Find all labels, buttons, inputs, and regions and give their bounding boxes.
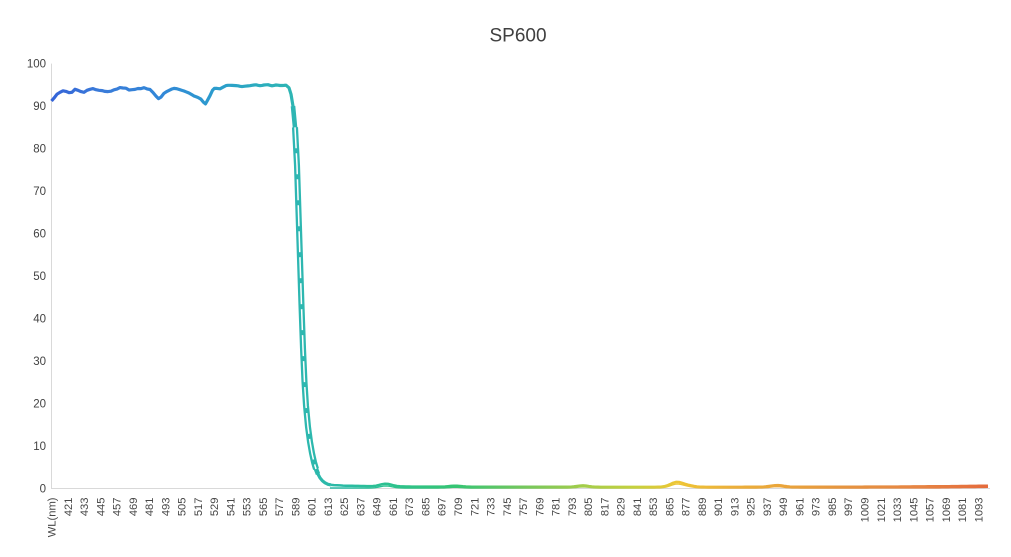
- svg-text:589: 589: [290, 498, 302, 517]
- svg-text:601: 601: [307, 498, 319, 517]
- svg-text:517: 517: [193, 498, 205, 517]
- svg-text:40: 40: [33, 313, 46, 325]
- svg-text:625: 625: [339, 498, 351, 517]
- svg-text:80: 80: [33, 144, 46, 156]
- svg-text:493: 493: [160, 498, 172, 517]
- svg-text:649: 649: [372, 498, 384, 517]
- svg-text:1057: 1057: [925, 498, 937, 523]
- svg-text:901: 901: [713, 498, 725, 517]
- svg-text:913: 913: [729, 498, 741, 517]
- svg-text:997: 997: [843, 498, 855, 517]
- svg-text:565: 565: [258, 498, 270, 517]
- svg-text:541: 541: [225, 498, 237, 517]
- svg-text:733: 733: [486, 498, 498, 517]
- svg-text:50: 50: [33, 271, 46, 283]
- svg-text:90: 90: [33, 101, 46, 113]
- svg-text:865: 865: [664, 498, 676, 517]
- svg-text:445: 445: [95, 498, 107, 517]
- svg-text:577: 577: [274, 498, 286, 517]
- svg-text:30: 30: [33, 356, 46, 368]
- svg-text:937: 937: [762, 498, 774, 517]
- svg-text:769: 769: [534, 498, 546, 517]
- svg-text:20: 20: [33, 398, 46, 410]
- svg-text:961: 961: [794, 498, 806, 517]
- svg-text:1021: 1021: [876, 498, 888, 523]
- svg-text:433: 433: [79, 498, 91, 517]
- svg-text:673: 673: [404, 498, 416, 517]
- svg-text:853: 853: [648, 498, 660, 517]
- svg-text:529: 529: [209, 498, 221, 517]
- svg-text:1069: 1069: [941, 498, 953, 523]
- svg-text:469: 469: [128, 498, 140, 517]
- svg-text:757: 757: [518, 498, 530, 517]
- svg-text:793: 793: [567, 498, 579, 517]
- svg-text:697: 697: [437, 498, 449, 517]
- svg-text:805: 805: [583, 498, 595, 517]
- svg-text:553: 553: [242, 498, 254, 517]
- svg-text:421: 421: [63, 498, 75, 517]
- svg-text:SP600: SP600: [489, 26, 546, 47]
- svg-text:973: 973: [811, 498, 823, 517]
- svg-text:889: 889: [697, 498, 709, 517]
- svg-text:829: 829: [616, 498, 628, 517]
- svg-text:100: 100: [27, 59, 46, 71]
- svg-text:613: 613: [323, 498, 335, 517]
- svg-text:481: 481: [144, 498, 156, 517]
- svg-text:709: 709: [453, 498, 465, 517]
- svg-text:70: 70: [33, 186, 46, 198]
- svg-text:1093: 1093: [973, 498, 985, 523]
- svg-text:781: 781: [551, 498, 563, 517]
- svg-text:1045: 1045: [908, 498, 920, 523]
- svg-text:685: 685: [420, 498, 432, 517]
- svg-text:877: 877: [681, 498, 693, 517]
- svg-text:985: 985: [827, 498, 839, 517]
- svg-text:457: 457: [112, 498, 124, 517]
- svg-text:1081: 1081: [957, 498, 969, 523]
- svg-text:841: 841: [632, 498, 644, 517]
- svg-text:0: 0: [40, 483, 46, 495]
- svg-text:637: 637: [355, 498, 367, 517]
- svg-text:817: 817: [599, 498, 611, 517]
- svg-text:949: 949: [778, 498, 790, 517]
- svg-text:925: 925: [746, 498, 758, 517]
- svg-text:60: 60: [33, 229, 46, 241]
- svg-text:1009: 1009: [860, 498, 872, 523]
- svg-text:1033: 1033: [892, 498, 904, 523]
- svg-text:661: 661: [388, 498, 400, 517]
- svg-text:10: 10: [33, 441, 46, 453]
- svg-text:745: 745: [502, 498, 514, 517]
- svg-text:721: 721: [469, 498, 481, 517]
- svg-text:WL(nm): WL(nm): [47, 497, 59, 537]
- svg-text:505: 505: [177, 498, 189, 517]
